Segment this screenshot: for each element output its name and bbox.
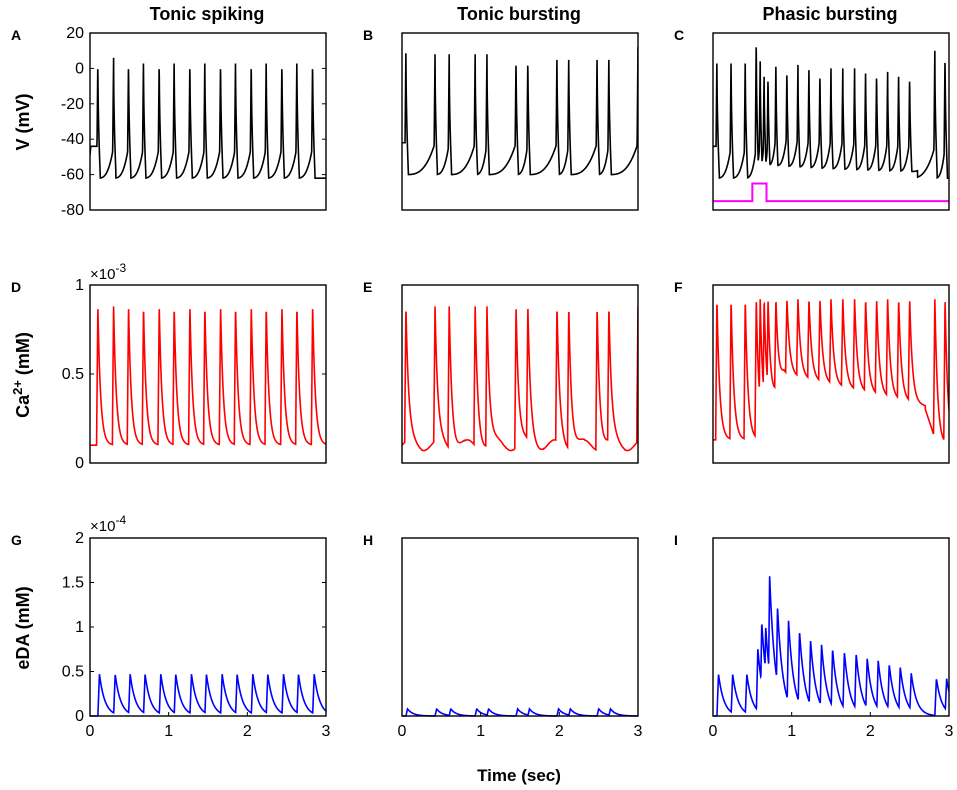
ylabel-dopamine: eDA (mM) [13, 586, 33, 669]
trace-f [713, 299, 949, 441]
x-tick-label: 1 [476, 723, 485, 740]
dopamine-scale-exponent: -4 [115, 513, 126, 527]
y-tick-label: 1.5 [62, 575, 84, 592]
panel-d: 00.51 [62, 277, 327, 472]
ylabel-calcium-superscript: 2+ [10, 380, 25, 395]
axes-frame-a [89, 32, 327, 211]
y-tick-label: -60 [61, 167, 84, 184]
y-tick-label: 1 [75, 277, 84, 294]
axes-frame-h [401, 537, 639, 717]
calcium-scale-exponent: -3 [115, 261, 126, 275]
panel-letter-h: H [363, 532, 373, 548]
ylabel-voltage: V (mV) [13, 93, 33, 150]
y-tick-label: 0 [75, 708, 84, 725]
trace-h [402, 707, 638, 717]
y-tick-label: -20 [61, 96, 84, 113]
stimulus-pulse [713, 182, 949, 203]
x-tick-label: 1 [787, 723, 796, 740]
panel-g: 0 0.5 1 1.5 2 0 1 2 3 [62, 530, 331, 740]
panel-a: -80 -60 -40 -20 0 20 [61, 25, 327, 219]
y-tick-label: -80 [61, 202, 84, 219]
x-tick-label: 0 [86, 723, 95, 740]
ylabel-calcium: Ca2+ (mM) [10, 332, 33, 418]
x-tick-label: 3 [634, 723, 643, 740]
y-tick-label: 0 [75, 455, 84, 472]
x-axis-label: Time (sec) [477, 766, 561, 785]
trace-a [90, 57, 326, 179]
calcium-scale-base: ×10 [90, 266, 115, 283]
y-tick-label: 0 [75, 60, 84, 77]
ylabel-calcium-base: Ca [13, 394, 33, 418]
panel-b [401, 32, 639, 211]
axes-frame-i [712, 537, 950, 717]
ylabel-calcium-unit: (mM) [13, 332, 33, 380]
column-title-tonic-bursting: Tonic bursting [457, 4, 581, 24]
trace-c [713, 47, 949, 180]
x-tick-label: 0 [709, 723, 718, 740]
x-tick-label: 3 [322, 723, 331, 740]
panel-letter-c: C [674, 27, 684, 43]
axes-frame-f [712, 284, 950, 464]
panel-letter-f: F [674, 279, 683, 295]
calcium-scale-multiplier: ×10-3 [90, 261, 126, 283]
x-tick-label: 2 [866, 723, 875, 740]
panel-letter-b: B [363, 27, 373, 43]
axes-frame-g [89, 537, 327, 717]
panel-letter-e: E [363, 279, 372, 295]
y-tick-label: 0.5 [62, 366, 84, 383]
dopamine-scale-base: ×10 [90, 518, 115, 535]
trace-i [713, 576, 949, 717]
x-tick-label: 2 [555, 723, 564, 740]
column-title-phasic-bursting: Phasic bursting [762, 4, 897, 24]
y-tick-label: 2 [75, 530, 84, 547]
panel-h: 0 1 2 3 [398, 537, 643, 740]
panel-letter-d: D [11, 279, 21, 295]
column-title-tonic-spiking: Tonic spiking [150, 4, 265, 24]
x-tick-label: 2 [243, 723, 252, 740]
panel-letter-i: I [674, 532, 678, 548]
y-tick-label: 20 [66, 25, 84, 42]
panel-letter-a: A [11, 27, 21, 43]
trace-e [402, 306, 638, 452]
y-tick-label: -40 [61, 131, 84, 148]
x-tick-label: 0 [398, 723, 407, 740]
axes-frame-c [712, 32, 950, 211]
panel-e [401, 284, 639, 464]
x-tick-label: 3 [945, 723, 954, 740]
trace-b [402, 47, 638, 176]
trace-g [90, 674, 326, 717]
panel-i: 0 1 2 3 [709, 537, 954, 740]
x-tick-label: 1 [164, 723, 173, 740]
panel-f [712, 284, 950, 464]
panel-c [712, 32, 950, 211]
y-tick-label: 0.5 [62, 664, 84, 681]
panel-letter-g: G [11, 532, 22, 548]
dopamine-scale-multiplier: ×10-4 [90, 513, 126, 535]
axes-frame-d [89, 284, 327, 464]
axes-frame-e [401, 284, 639, 464]
axes-frame-b [401, 32, 639, 211]
trace-d [90, 306, 326, 447]
y-tick-label: 1 [75, 619, 84, 636]
